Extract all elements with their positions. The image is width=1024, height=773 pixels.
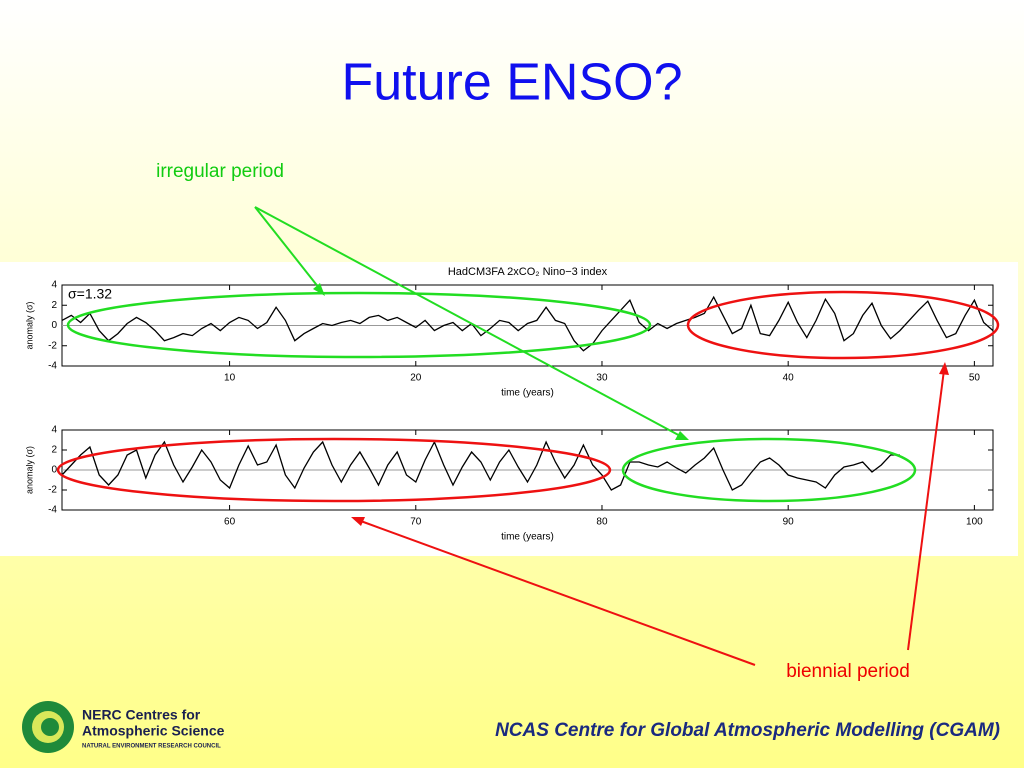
- x-tick-label: 20: [410, 373, 422, 384]
- y-tick-label: -2: [48, 485, 57, 496]
- y-tick-label: 2: [51, 445, 57, 456]
- x-tick-label: 10: [224, 373, 236, 384]
- ellipse: [621, 437, 917, 503]
- logo-core: [41, 718, 59, 736]
- y-tick-label: 0: [51, 320, 57, 331]
- y-tick-label: -2: [48, 340, 57, 351]
- annotation-irregular: irregular period: [156, 161, 284, 182]
- x-tick-label: 50: [969, 373, 981, 384]
- x-tick-label: 40: [783, 373, 795, 384]
- arrowhead: [351, 517, 365, 526]
- y-tick-label: 0: [51, 465, 57, 476]
- sigma-annotation: σ=1.32: [68, 286, 112, 302]
- logo-text: Atmospheric Science: [82, 723, 225, 739]
- logo: NERC Centres for Atmospheric Science NAT…: [22, 701, 225, 753]
- data-line: [61, 295, 994, 352]
- arrowhead: [939, 362, 949, 375]
- y-tick-label: 4: [51, 425, 57, 436]
- arrow: [254, 206, 324, 294]
- arrowhead: [313, 283, 325, 296]
- x-axis-label: time (years): [501, 532, 554, 543]
- ellipse: [686, 290, 1000, 360]
- y-tick-label: 4: [51, 280, 57, 291]
- x-axis-label: time (years): [501, 388, 554, 399]
- x-tick-label: 60: [224, 517, 236, 528]
- chart-title: HadCM3FA 2xCO₂ Nino−3 index: [448, 266, 608, 278]
- highlights: [56, 290, 1000, 503]
- arrowhead: [675, 431, 689, 440]
- x-tick-label: 30: [596, 373, 608, 384]
- slide-title: Future ENSO?: [341, 54, 682, 112]
- y-tick-label: -4: [48, 361, 57, 372]
- arrow: [357, 519, 756, 666]
- y-axis-label: anomaly (σ): [24, 301, 34, 349]
- x-tick-label: 80: [596, 517, 608, 528]
- x-tick-label: 90: [783, 517, 795, 528]
- logo-text: NATURAL ENVIRONMENT RESEARCH COUNCIL: [82, 744, 221, 750]
- x-tick-label: 70: [410, 517, 422, 528]
- ellipse: [66, 291, 652, 359]
- footer: NCAS Centre for Global Atmospheric Model…: [495, 720, 1000, 741]
- y-axis-label: anomaly (σ): [24, 446, 34, 494]
- x-tick-label: 100: [966, 517, 983, 528]
- ellipse: [56, 437, 612, 503]
- annotation-biennial: biennial period: [786, 661, 910, 682]
- arrows: [254, 206, 949, 666]
- data-line: [61, 440, 900, 491]
- chart-image: [0, 262, 1018, 556]
- logo-text: NERC Centres for: [82, 707, 201, 723]
- y-tick-label: -4: [48, 505, 57, 516]
- y-tick-label: 2: [51, 300, 57, 311]
- arrow: [254, 206, 685, 439]
- arrow: [907, 369, 945, 651]
